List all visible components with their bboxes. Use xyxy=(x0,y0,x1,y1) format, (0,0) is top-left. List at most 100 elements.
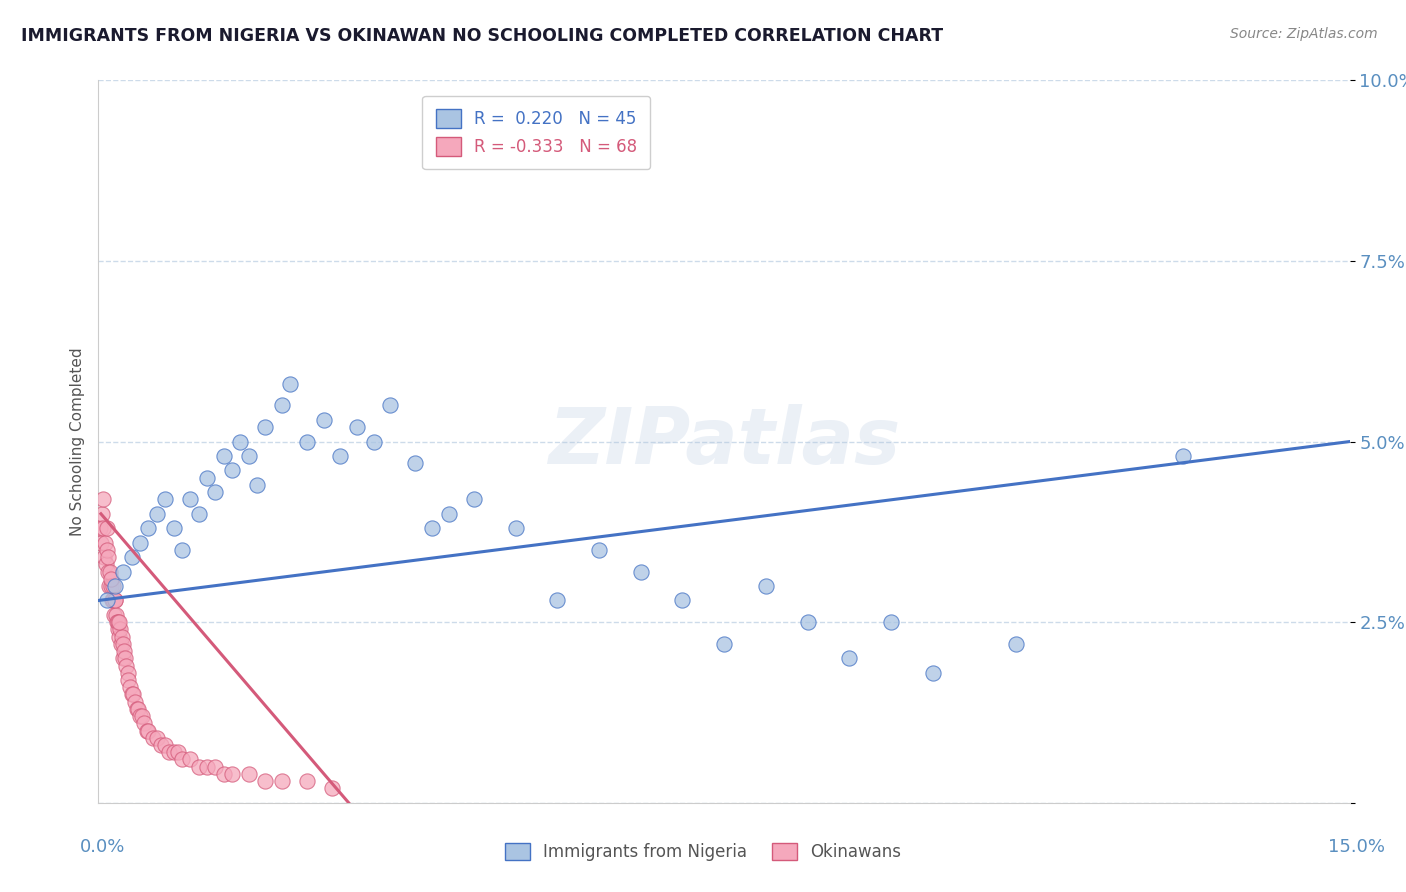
Point xyxy=(114,651,136,665)
Point xyxy=(204,485,226,500)
Point xyxy=(138,521,160,535)
Point xyxy=(103,607,125,622)
Point xyxy=(238,767,260,781)
Point xyxy=(90,507,112,521)
Point xyxy=(246,478,269,492)
Point xyxy=(630,565,652,579)
Point xyxy=(437,507,460,521)
Point xyxy=(134,716,156,731)
Text: Source: ZipAtlas.com: Source: ZipAtlas.com xyxy=(1230,27,1378,41)
Point xyxy=(150,738,173,752)
Point xyxy=(204,760,226,774)
Point xyxy=(93,550,115,565)
Point xyxy=(671,593,693,607)
Point xyxy=(98,565,121,579)
Point xyxy=(146,507,169,521)
Y-axis label: No Schooling Completed: No Schooling Completed xyxy=(69,347,84,536)
Point xyxy=(170,542,193,557)
Point xyxy=(111,637,134,651)
Point xyxy=(221,463,243,477)
Point xyxy=(121,687,143,701)
Text: 15.0%: 15.0% xyxy=(1329,838,1385,855)
Point xyxy=(104,593,127,607)
Point xyxy=(238,449,260,463)
Point xyxy=(588,542,610,557)
Point xyxy=(312,413,335,427)
Point xyxy=(117,665,139,680)
Point xyxy=(229,434,252,449)
Text: ZIPatlas: ZIPatlas xyxy=(548,403,900,480)
Point xyxy=(94,558,117,572)
Point xyxy=(105,615,128,630)
Point xyxy=(295,774,318,789)
Legend: Immigrants from Nigeria, Okinawans: Immigrants from Nigeria, Okinawans xyxy=(491,830,915,875)
Point xyxy=(108,630,131,644)
Point xyxy=(111,630,134,644)
Point xyxy=(321,781,343,796)
Point xyxy=(404,456,426,470)
Point xyxy=(179,752,201,766)
Point xyxy=(162,745,184,759)
Point xyxy=(187,507,209,521)
Point xyxy=(112,565,135,579)
Point xyxy=(91,492,114,507)
Point xyxy=(120,680,142,694)
Point xyxy=(104,579,127,593)
Point xyxy=(129,535,152,549)
Point xyxy=(1171,449,1194,463)
Point xyxy=(124,695,146,709)
Point xyxy=(104,593,127,607)
Point xyxy=(100,572,122,586)
Point xyxy=(96,521,118,535)
Point xyxy=(98,579,121,593)
Point xyxy=(94,535,117,549)
Point xyxy=(713,637,735,651)
Point xyxy=(195,471,218,485)
Point xyxy=(254,420,277,434)
Point xyxy=(278,376,301,391)
Point xyxy=(112,651,135,665)
Point xyxy=(195,760,218,774)
Point xyxy=(112,644,135,658)
Point xyxy=(329,449,352,463)
Text: 0.0%: 0.0% xyxy=(80,838,125,855)
Point xyxy=(153,738,176,752)
Point xyxy=(96,593,118,607)
Point xyxy=(129,709,152,723)
Point xyxy=(380,398,402,412)
Point xyxy=(463,492,485,507)
Point xyxy=(103,593,125,607)
Point xyxy=(254,774,277,789)
Point xyxy=(131,709,153,723)
Point xyxy=(100,579,122,593)
Point xyxy=(146,731,169,745)
Point xyxy=(179,492,201,507)
Point xyxy=(921,665,943,680)
Point xyxy=(97,565,120,579)
Point xyxy=(117,673,139,687)
Point xyxy=(108,615,131,630)
Point xyxy=(755,579,778,593)
Point xyxy=(142,731,165,745)
Point xyxy=(420,521,443,535)
Point xyxy=(187,760,209,774)
Point xyxy=(166,745,188,759)
Point xyxy=(104,607,127,622)
Point xyxy=(108,623,131,637)
Point xyxy=(127,702,149,716)
Text: IMMIGRANTS FROM NIGERIA VS OKINAWAN NO SCHOOLING COMPLETED CORRELATION CHART: IMMIGRANTS FROM NIGERIA VS OKINAWAN NO S… xyxy=(21,27,943,45)
Point xyxy=(115,658,138,673)
Point xyxy=(96,542,118,557)
Point xyxy=(212,449,235,463)
Point xyxy=(546,593,568,607)
Point xyxy=(271,398,294,412)
Point xyxy=(100,593,122,607)
Point xyxy=(93,521,115,535)
Point xyxy=(221,767,243,781)
Point xyxy=(1005,637,1028,651)
Point xyxy=(153,492,176,507)
Point xyxy=(97,550,120,565)
Point xyxy=(135,723,157,738)
Point xyxy=(121,550,143,565)
Point xyxy=(157,745,180,759)
